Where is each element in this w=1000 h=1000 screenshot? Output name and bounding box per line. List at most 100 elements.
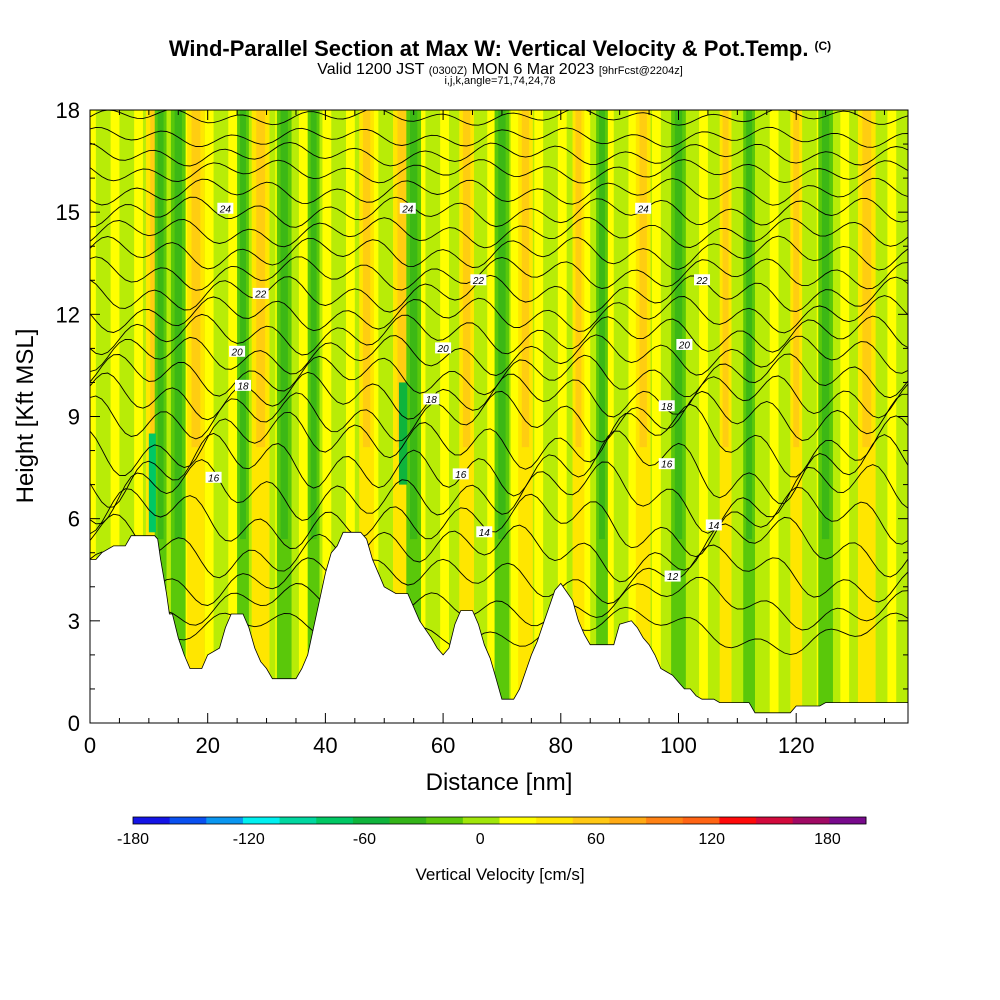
- colorbar-swatch: [756, 817, 794, 824]
- contour-label-bg: [229, 345, 246, 357]
- isentrope-line: [90, 486, 908, 558]
- contour-label: 16: [208, 473, 220, 484]
- contour-label-bg: [399, 202, 416, 214]
- isentrope-line: [90, 371, 908, 421]
- strong-downdraft-cell: [398, 382, 408, 485]
- colorbar-swatch: [426, 817, 464, 824]
- isentrope-line: [90, 235, 908, 271]
- contour-label: 16: [661, 460, 673, 471]
- downdraft-core: [174, 110, 182, 540]
- weak-sink-band: [213, 110, 229, 723]
- colorbar-swatch: [389, 817, 427, 824]
- updraft-core: [397, 110, 407, 448]
- updraft-core: [521, 110, 530, 448]
- y-axis-title: Height [Kft MSL]: [12, 329, 39, 504]
- isentrope-line: [90, 544, 908, 606]
- contour-label-bg: [205, 471, 222, 483]
- downdraft-core: [157, 110, 164, 540]
- colorbar-tick-label: 120: [698, 831, 725, 848]
- axes: 0 20 40 60 80 100 120 0 3 6 9 12 15 18: [56, 98, 908, 758]
- colorbar-swatch: [169, 817, 207, 824]
- y-tick-label: 12: [56, 302, 80, 327]
- isentrope-line: [90, 141, 908, 167]
- contour-label-bg: [664, 570, 681, 582]
- contour-label-bg: [435, 342, 452, 354]
- weak-sink-band: [802, 110, 817, 723]
- updraft-core: [639, 110, 647, 448]
- colorbar-tick-label: 0: [476, 831, 485, 848]
- valid-time: Valid 1200 JST: [317, 61, 425, 78]
- colorbar-tick-label: 180: [814, 831, 841, 848]
- contour-label: 24: [219, 204, 232, 215]
- terrain-shape: [89, 531, 909, 724]
- y-tick-label: 18: [56, 98, 80, 123]
- x-tick-label: 40: [313, 733, 337, 758]
- isentrope-line: [90, 513, 908, 583]
- isentrope-line: [90, 430, 908, 508]
- colorbar-swatch: [792, 817, 830, 824]
- y-tick-label: 0: [68, 711, 80, 736]
- isentrope-line: [90, 217, 908, 249]
- weak-sink-band: [684, 110, 700, 723]
- weak-sink-band: [754, 110, 770, 723]
- downdraft-core: [674, 110, 683, 540]
- updraft-core: [362, 110, 371, 448]
- x-axis-title: Distance [nm]: [426, 769, 573, 796]
- chart-subtitle: Valid 1200 JST (0300Z) MON 6 Mar 2023 [9…: [0, 61, 1000, 79]
- x-tick-label: 80: [549, 733, 573, 758]
- contour-label-bg: [658, 458, 675, 470]
- colorbar-swatch: [499, 817, 537, 824]
- colorbar-swatch: [206, 817, 244, 824]
- isentrope-line: [90, 126, 908, 148]
- contour-label-bg: [658, 400, 675, 412]
- contour-label: 14: [479, 528, 491, 539]
- copyright-mark: (C): [814, 39, 832, 53]
- contour-labels: 24 24 24 22 22 22 20 20 20 18 18 18 16 16 16 14 14 12: [205, 202, 722, 583]
- downdraft-core: [599, 110, 605, 540]
- updraft-core: [793, 110, 800, 448]
- forecast-info: [9hrFcst@2204z]: [598, 65, 683, 77]
- isentrope-line: [90, 576, 908, 631]
- isentrope-line: [90, 334, 908, 376]
- contour-label: 22: [254, 289, 267, 300]
- chart-title: Wind-Parallel Section at Max W: Vertical…: [0, 36, 1000, 62]
- y-tick-label: 9: [68, 405, 80, 430]
- colorbar-frame: [132, 816, 867, 825]
- updraft-core: [862, 110, 872, 448]
- x-tick-label: 20: [195, 733, 219, 758]
- contour-label-bg: [694, 274, 711, 286]
- x-tick-label: 100: [660, 733, 697, 758]
- colorbar: -180 -120 -60 0 60 120 180: [117, 816, 867, 848]
- isentrope-line: [90, 606, 908, 657]
- contour-label-bg: [252, 287, 269, 299]
- colorbar-tick-label: -180: [117, 831, 149, 848]
- isentrope-line: [90, 256, 908, 291]
- downdraft-core: [409, 110, 418, 540]
- weak-sink-band: [872, 110, 888, 723]
- colorbar-swatch: [462, 817, 500, 824]
- contour-label-bg: [635, 202, 652, 214]
- contour-label-bg: [476, 526, 493, 538]
- contour-label-bg: [705, 519, 722, 531]
- contour-label: 20: [231, 347, 244, 358]
- terrain-mask: [89, 531, 909, 724]
- isentrope-line: [90, 313, 908, 356]
- y-tick-label: 3: [68, 609, 80, 634]
- contour-label: 24: [637, 204, 650, 215]
- x-tick-label: 60: [431, 733, 455, 758]
- valid-utc: (0300Z): [428, 65, 468, 77]
- contour-label: 20: [437, 344, 450, 355]
- contour-label-bg: [452, 468, 469, 480]
- contour-label-bg: [423, 393, 440, 405]
- updraft-core: [256, 110, 266, 448]
- contour-label: 18: [661, 402, 673, 413]
- contour-label: 22: [472, 276, 485, 287]
- downdraft-core: [310, 110, 317, 540]
- isentrope-line: [90, 196, 908, 228]
- colorbar-title: Vertical Velocity [cm/s]: [415, 865, 584, 884]
- colorbar-swatch: [352, 817, 391, 824]
- isentrope-line: [90, 403, 908, 478]
- contour-label: 22: [695, 276, 708, 287]
- downdraft-core: [240, 110, 246, 540]
- contour-label-bg: [470, 274, 487, 286]
